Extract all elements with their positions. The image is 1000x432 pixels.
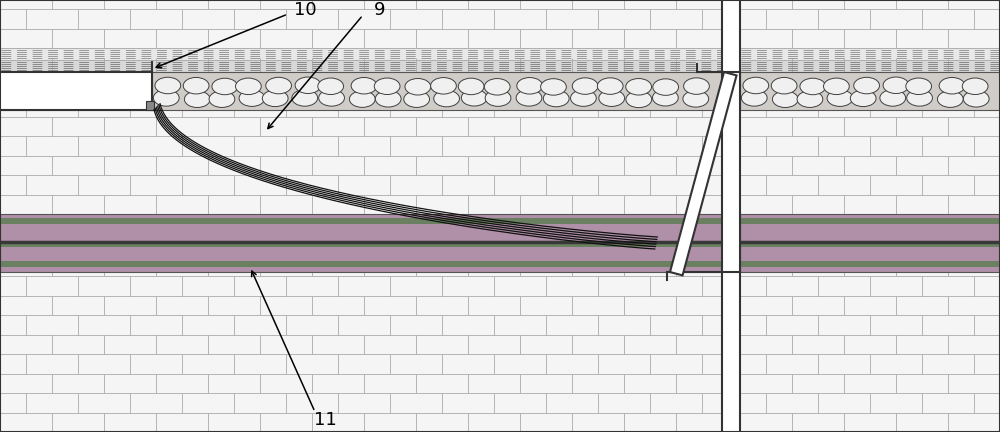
Ellipse shape [626, 79, 652, 95]
Bar [722, 0, 740, 432]
Ellipse shape [153, 90, 179, 106]
Bar [740, 272, 1000, 432]
Bar [152, 72, 722, 110]
Bar [0, 241, 722, 247]
Ellipse shape [880, 90, 906, 106]
Bar [740, 72, 1000, 110]
Ellipse shape [404, 91, 430, 108]
Bar [740, 241, 1000, 247]
Ellipse shape [484, 79, 510, 95]
Ellipse shape [572, 78, 598, 94]
Ellipse shape [906, 78, 932, 95]
Ellipse shape [295, 77, 321, 93]
Text: 10: 10 [294, 1, 316, 19]
Ellipse shape [571, 90, 596, 106]
Bar [740, 214, 1000, 272]
Ellipse shape [266, 77, 291, 94]
Bar [0, 110, 722, 214]
Ellipse shape [850, 90, 876, 107]
Ellipse shape [626, 91, 652, 108]
Ellipse shape [349, 91, 375, 108]
Bar [0, 85, 152, 88]
Ellipse shape [209, 91, 235, 108]
Ellipse shape [461, 89, 487, 106]
Bar [0, 0, 722, 48]
Ellipse shape [183, 77, 209, 94]
Ellipse shape [458, 78, 484, 95]
Ellipse shape [319, 90, 344, 106]
Ellipse shape [963, 91, 989, 107]
Ellipse shape [239, 90, 265, 106]
Ellipse shape [827, 90, 853, 106]
Ellipse shape [883, 77, 909, 93]
Text: 9: 9 [374, 1, 386, 19]
Ellipse shape [543, 90, 569, 107]
Polygon shape [670, 72, 737, 275]
Ellipse shape [599, 90, 625, 106]
Ellipse shape [937, 91, 963, 108]
Ellipse shape [184, 91, 210, 108]
Ellipse shape [517, 78, 543, 94]
Bar [740, 260, 1000, 267]
Bar [0, 72, 152, 110]
Ellipse shape [743, 77, 769, 94]
Ellipse shape [405, 79, 431, 95]
Ellipse shape [485, 90, 511, 106]
Ellipse shape [431, 78, 456, 94]
Ellipse shape [653, 79, 679, 95]
Ellipse shape [854, 77, 879, 94]
Ellipse shape [683, 91, 709, 107]
Bar [0, 217, 722, 224]
Ellipse shape [318, 78, 344, 95]
Ellipse shape [375, 91, 401, 107]
Bar [0, 96, 152, 102]
Ellipse shape [236, 78, 261, 95]
Ellipse shape [541, 79, 566, 95]
Bar [146, 101, 154, 110]
Bar [0, 260, 722, 267]
Text: 11: 11 [314, 411, 336, 429]
Ellipse shape [653, 89, 678, 106]
Ellipse shape [292, 90, 318, 106]
Ellipse shape [771, 77, 797, 94]
Bar [0, 214, 722, 272]
Ellipse shape [351, 77, 377, 94]
Ellipse shape [939, 77, 965, 94]
Ellipse shape [597, 78, 623, 94]
Ellipse shape [434, 90, 459, 107]
Ellipse shape [374, 78, 400, 95]
Bar [0, 48, 722, 60]
Ellipse shape [797, 91, 823, 108]
Bar [740, 60, 1000, 72]
Ellipse shape [800, 78, 826, 95]
Ellipse shape [262, 90, 288, 107]
Ellipse shape [155, 77, 181, 94]
Bar [0, 272, 722, 432]
Ellipse shape [516, 89, 542, 106]
Ellipse shape [962, 78, 988, 95]
Ellipse shape [907, 90, 932, 106]
Bar [740, 48, 1000, 60]
Ellipse shape [684, 78, 709, 94]
Bar [740, 0, 1000, 48]
Ellipse shape [212, 78, 238, 95]
Bar [740, 217, 1000, 224]
Ellipse shape [741, 90, 767, 106]
Bar [0, 60, 722, 72]
Ellipse shape [824, 78, 849, 95]
Bar [740, 110, 1000, 214]
Ellipse shape [772, 91, 798, 108]
Bar [0, 72, 152, 110]
